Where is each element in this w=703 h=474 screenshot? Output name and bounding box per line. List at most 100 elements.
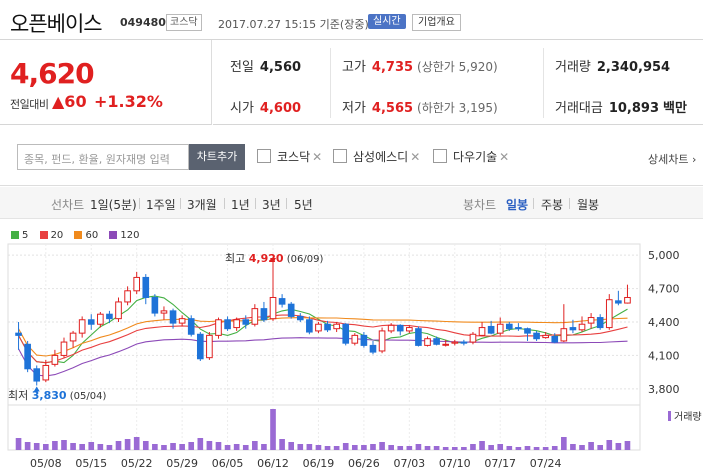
volume-bar xyxy=(324,446,331,450)
tab-separator xyxy=(255,198,256,209)
candle-body xyxy=(160,310,168,314)
candle-body xyxy=(478,327,486,336)
candle-body xyxy=(515,327,522,330)
candle-body xyxy=(415,328,422,346)
volume-bar xyxy=(524,446,531,450)
volume-bar xyxy=(579,445,585,450)
candle-body xyxy=(233,319,240,329)
volume-bar xyxy=(406,446,413,450)
tab-3year[interactable]: 3년 xyxy=(262,198,281,212)
volume-bar xyxy=(33,443,40,450)
volume-bar xyxy=(79,444,85,450)
volume-bar xyxy=(388,445,394,450)
x-tick-label: 05/29 xyxy=(166,457,198,470)
volume-bar xyxy=(451,447,458,450)
volume-bar xyxy=(70,443,76,450)
legend-label: 20 xyxy=(50,230,64,241)
checkbox-icon[interactable] xyxy=(257,149,271,163)
legend-label: 5 xyxy=(22,230,29,241)
volume-bar xyxy=(588,442,594,450)
volume-bar xyxy=(606,440,613,450)
tab-5year[interactable]: 5년 xyxy=(294,198,313,212)
close-icon[interactable]: ✕ xyxy=(410,150,421,164)
compare-daou[interactable]: 다우기술 ✕ xyxy=(433,148,509,165)
candle-body xyxy=(124,290,131,303)
candle-body xyxy=(87,319,95,325)
x-tick-label: 05/15 xyxy=(75,457,107,470)
volume-bar xyxy=(479,441,485,450)
candle-body xyxy=(487,325,495,334)
volume-bar xyxy=(206,441,213,450)
trade-amount: 거래대금 10,893 백만 xyxy=(555,97,687,116)
tab-1day[interactable]: 1일(5분) xyxy=(90,198,137,212)
detail-chart-link[interactable]: 상세차트 › xyxy=(648,153,697,166)
candle-body xyxy=(542,334,549,339)
legend-label: 60 xyxy=(85,230,99,241)
tab-daily[interactable]: 일봉 xyxy=(506,198,529,212)
max-arrow-head xyxy=(270,258,277,264)
close-icon[interactable]: ✕ xyxy=(499,150,510,164)
lower-limit: (하한가 3,195) xyxy=(417,101,498,115)
candle-body xyxy=(224,319,231,330)
tab-monthly[interactable]: 월봉 xyxy=(577,198,600,212)
candle-body xyxy=(460,341,468,344)
volume-bar xyxy=(615,443,622,450)
volume-bar xyxy=(179,444,185,450)
checkbox-icon[interactable] xyxy=(433,149,447,163)
volume-bar xyxy=(461,447,467,450)
compare-samsungsdi[interactable]: 삼성에스디 ✕ xyxy=(333,148,420,165)
tab-3month[interactable]: 3개월 xyxy=(187,198,217,212)
compare-kosdaq[interactable]: 코스닥 ✕ xyxy=(257,148,322,165)
checkbox-icon[interactable] xyxy=(333,149,347,163)
volume-bar xyxy=(470,444,476,450)
volume-bar xyxy=(333,446,340,450)
volume-bar xyxy=(233,444,240,450)
candle-body xyxy=(505,323,513,330)
add-chart-button[interactable]: 차트추가 xyxy=(189,144,245,170)
candle-body xyxy=(51,354,59,365)
x-tick-label: 06/19 xyxy=(303,457,335,470)
search-input[interactable]: 종목, 펀드, 환율, 원자재명 입력 xyxy=(17,144,189,170)
candle-body xyxy=(560,328,568,342)
volume-bar xyxy=(342,443,349,450)
quote-grid: 전일 4,560 고가 4,735 (상한가 5,920) 거래량 2,340,954 … xyxy=(213,40,703,125)
volume-bar xyxy=(542,447,549,450)
price-change: ▲60 xyxy=(52,92,87,111)
volume-bar xyxy=(133,437,140,450)
legend-ma20: 20 xyxy=(39,230,64,241)
min-annotation: 최저 3,830 (05/04) xyxy=(8,389,106,402)
amount-label: 거래대금 xyxy=(555,101,603,116)
legend-ma5: 5 xyxy=(11,230,28,241)
stock-code: 049480 xyxy=(120,16,166,29)
prev-close: 전일 4,560 xyxy=(230,56,301,75)
volume-bar xyxy=(315,445,322,450)
tab-weekly[interactable]: 주봉 xyxy=(541,198,564,212)
candle-body xyxy=(551,335,559,343)
realtime-button[interactable]: 실시간 xyxy=(368,14,406,29)
change-label: 전일대비 xyxy=(10,98,49,111)
legend-ma60: 60 xyxy=(74,230,98,241)
compare-label: 다우기술 xyxy=(453,150,498,164)
volume-bar xyxy=(88,442,95,450)
compare-label: 삼성에스디 xyxy=(353,150,409,164)
tab-1week[interactable]: 1주일 xyxy=(146,198,176,212)
candle-body xyxy=(324,323,331,331)
market-badge: 코스닥 xyxy=(166,14,202,31)
volume-label: 거래량 xyxy=(555,60,591,75)
legend-swatch xyxy=(39,231,48,239)
y-tick-label: 4,400 xyxy=(648,316,680,329)
legend-swatch xyxy=(74,231,83,239)
close-icon[interactable]: ✕ xyxy=(312,150,323,164)
volume-bar xyxy=(370,444,376,450)
candle-body xyxy=(406,327,413,332)
volume: 거래량 2,340,954 xyxy=(555,56,670,75)
ma120-line xyxy=(18,337,628,377)
candle-body xyxy=(169,310,177,324)
candle-body xyxy=(587,317,595,324)
volume-bar xyxy=(106,445,113,450)
tab-1year[interactable]: 1년 xyxy=(231,198,250,212)
company-overview-button[interactable]: 기업개요 xyxy=(412,14,461,31)
tab-separator xyxy=(533,198,534,209)
volume-bar xyxy=(597,445,604,450)
